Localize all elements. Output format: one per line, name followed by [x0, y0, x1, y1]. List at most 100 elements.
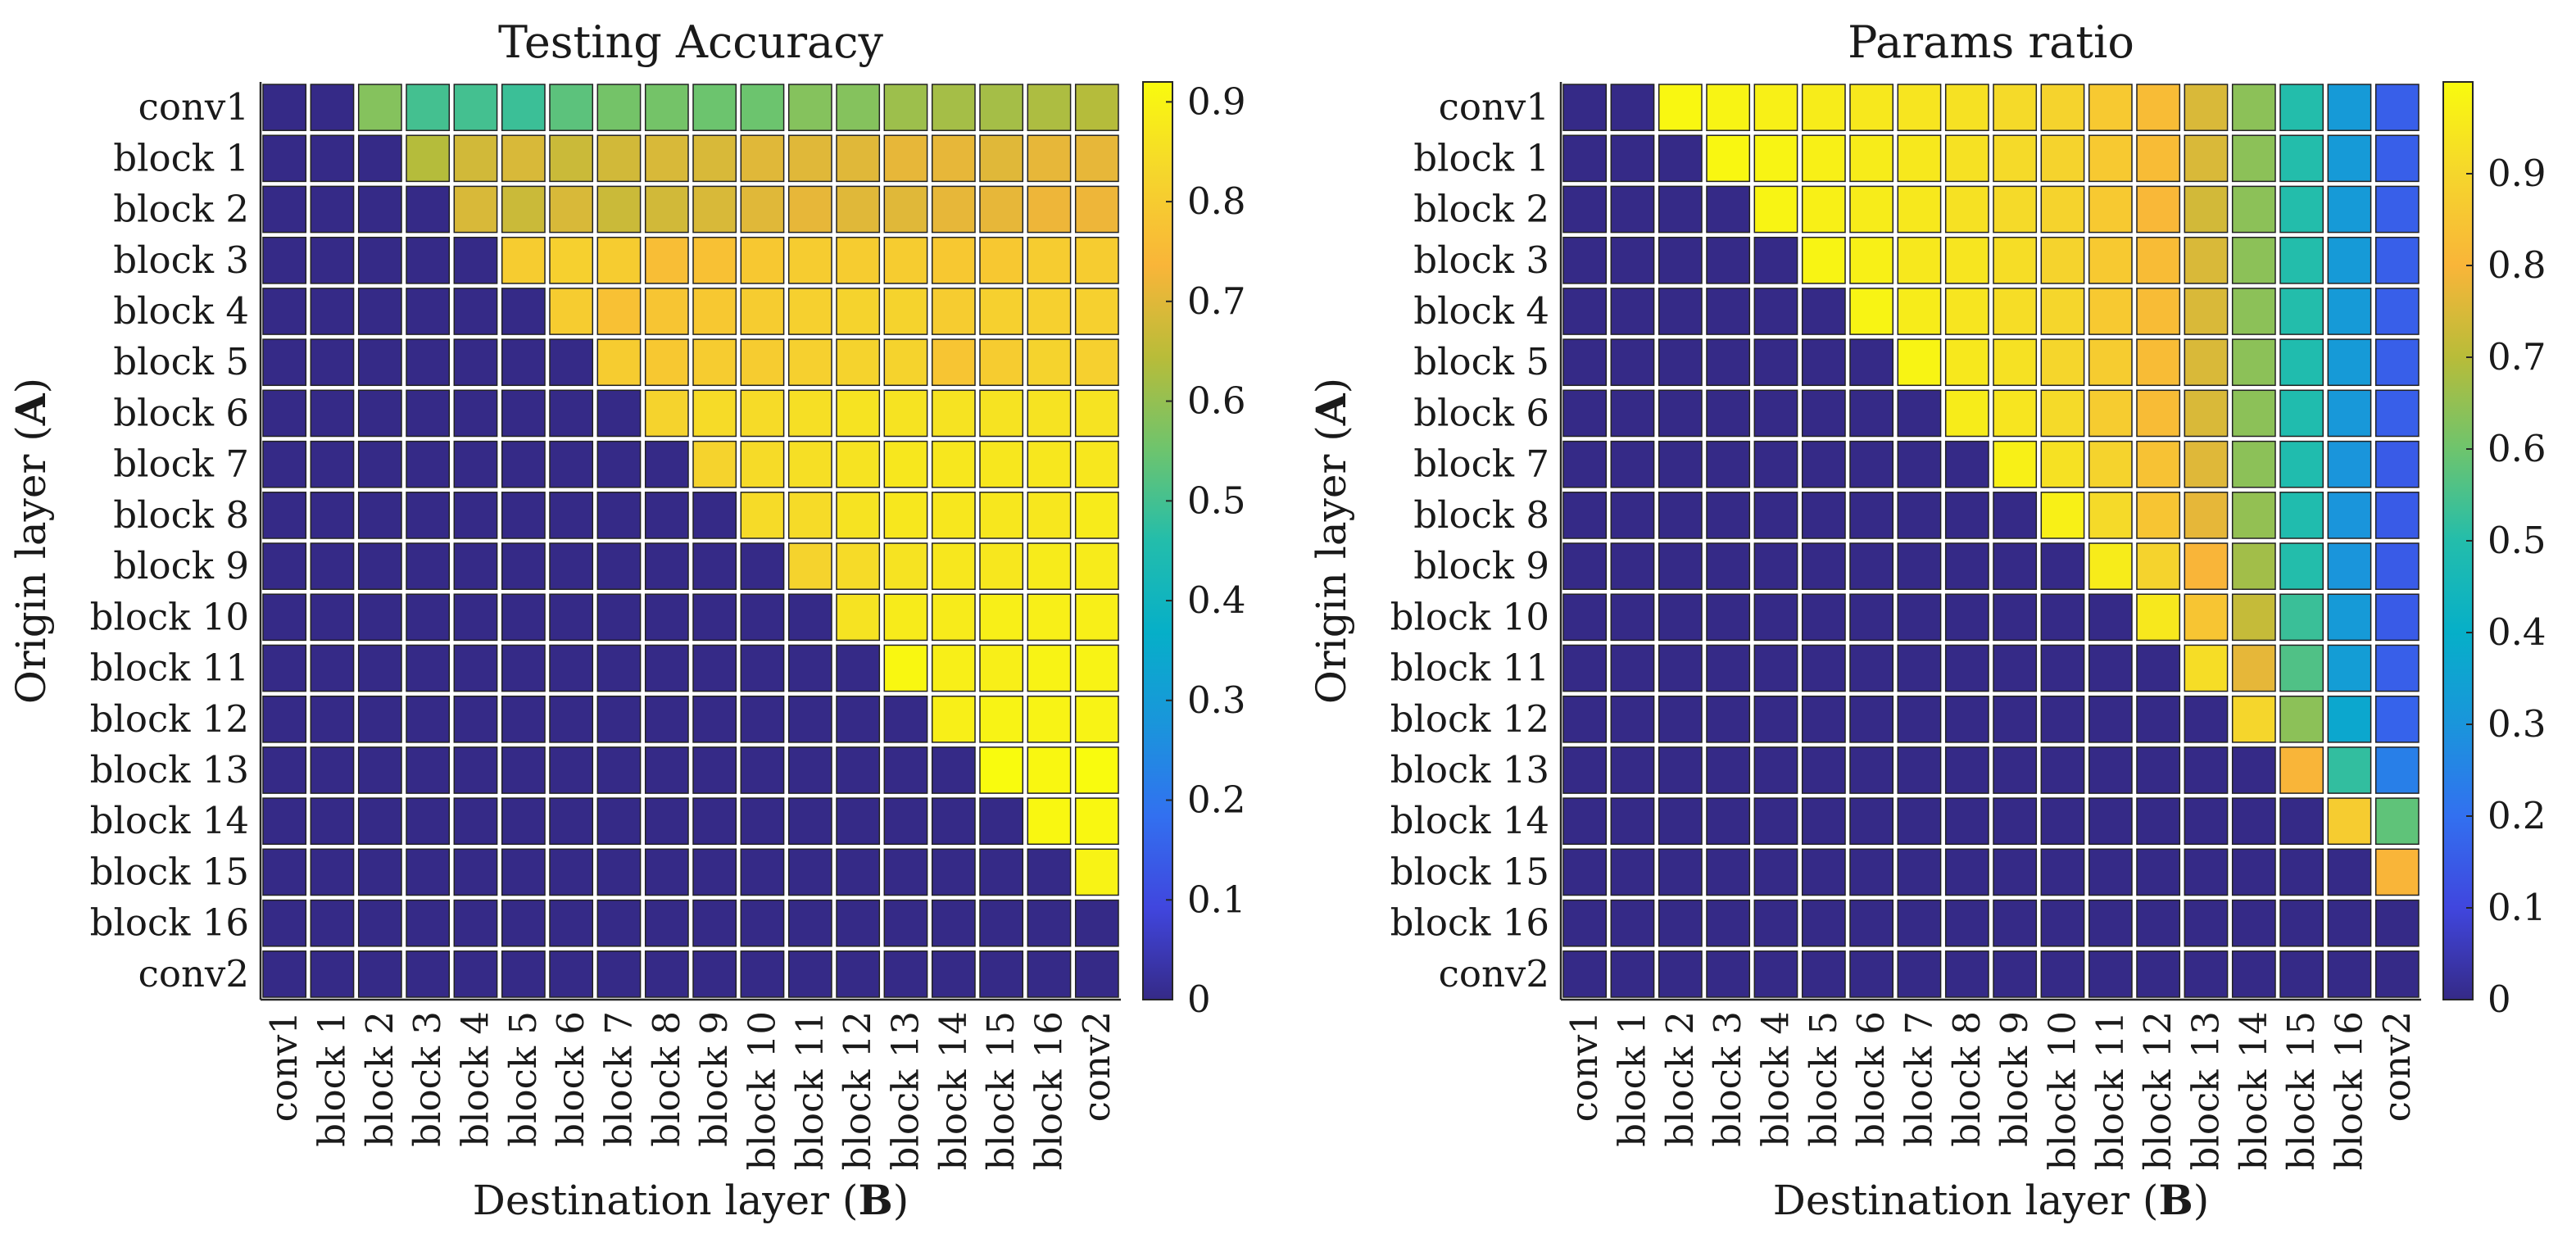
heatmap-cell-params-r12-c6 — [1849, 695, 1894, 743]
heatmap-cell-acc-r14-c3 — [406, 797, 451, 846]
heatmap-cell-params-r1-c11 — [2088, 134, 2133, 183]
heatmap-cell-acc-r17-c12 — [836, 950, 881, 998]
heatmap-cell-acc-r6-c6 — [549, 389, 594, 438]
heatmap-cell-params-r1-c12 — [2136, 134, 2181, 183]
heatmap-cell-params-r8-c0 — [1562, 492, 1608, 539]
heatmap-cell-acc-r8-c4 — [453, 492, 498, 539]
heatmap-cell-acc-r4-c16 — [1027, 288, 1072, 335]
y-tick-label: block 8 — [113, 493, 249, 537]
x-tick-label: conv2 — [2375, 1011, 2419, 1122]
heatmap-cell-acc-r15-c14 — [931, 848, 976, 896]
heatmap-cell-params-r2-c17 — [2374, 185, 2420, 234]
heatmap-cell-acc-r7-c17 — [1074, 440, 1119, 488]
y-tick-label: block 13 — [90, 748, 249, 792]
heatmap-cell-acc-r12-c17 — [1074, 695, 1119, 743]
x-tick-label: block 16 — [2328, 1011, 2371, 1170]
heatmap-cell-acc-r1-c8 — [644, 134, 689, 183]
heatmap-cell-params-r13-c7 — [1897, 746, 1942, 794]
heatmap-cell-acc-r7-c0 — [262, 440, 307, 488]
heatmap-cell-params-r1-c7 — [1897, 134, 1942, 183]
heatmap-cell-acc-r16-c11 — [787, 899, 832, 947]
heatmap-cell-acc-r16-c10 — [740, 899, 785, 947]
heatmap-cell-params-r3-c9 — [1993, 236, 2038, 284]
heatmap-cell-acc-r8-c17 — [1074, 492, 1119, 539]
heatmap-cell-acc-r7-c4 — [453, 440, 498, 488]
heatmap-cell-acc-r7-c1 — [310, 440, 355, 488]
y-tick-label: block 2 — [1413, 188, 1549, 231]
heatmap-cell-params-r5-c17 — [2374, 338, 2420, 387]
heatmap-cell-params-r4-c1 — [1610, 288, 1655, 335]
heatmap-cell-acc-r4-c9 — [692, 288, 737, 335]
heatmap-cell-acc-r5-c1 — [310, 338, 355, 387]
x-axis-label: Destination layer (B) — [473, 1176, 909, 1224]
heatmap-cell-acc-r13-c4 — [453, 746, 498, 794]
heatmap-cell-params-r9-c3 — [1706, 542, 1751, 590]
heatmap-cell-acc-r3-c17 — [1074, 236, 1119, 284]
heatmap-cell-acc-r1-c12 — [836, 134, 881, 183]
heatmap-cell-acc-r5-c12 — [836, 338, 881, 387]
heatmap-cell-params-r9-c17 — [2374, 542, 2420, 590]
heatmap-cell-params-r2-c7 — [1897, 185, 1942, 234]
heatmap-cell-acc-r9-c0 — [262, 542, 307, 590]
colorbar-tick-label: 0 — [2488, 978, 2511, 1021]
heatmap-cell-acc-r2-c1 — [310, 185, 355, 234]
heatmap-cell-acc-r2-c14 — [931, 185, 976, 234]
heatmap-cell-acc-r1-c10 — [740, 134, 785, 183]
heatmap-cell-params-r15-c8 — [1944, 848, 1989, 896]
y-tick-label: block 13 — [1390, 748, 1549, 792]
heatmap-cell-params-r13-c1 — [1610, 746, 1655, 794]
y-tick-label: block 3 — [1413, 238, 1549, 282]
chart-title: Testing Accuracy — [498, 16, 883, 68]
heatmap-cell-params-r12-c1 — [1610, 695, 1655, 743]
heatmap-cell-params-r5-c0 — [1562, 338, 1608, 387]
heatmap-cell-params-r8-c1 — [1610, 492, 1655, 539]
heatmap-cell-acc-r2-c17 — [1074, 185, 1119, 234]
heatmap-cell-params-r8-c17 — [2374, 492, 2420, 539]
heatmap-cell-params-r1-c8 — [1944, 134, 1989, 183]
heatmap-cell-params-r14-c1 — [1610, 797, 1655, 846]
heatmap-cell-acc-r11-c5 — [501, 644, 546, 692]
heatmap-cell-acc-r14-c0 — [262, 797, 307, 846]
heatmap-cell-acc-r15-c11 — [787, 848, 832, 896]
heatmap-cell-acc-r4-c14 — [931, 288, 976, 335]
heatmap-cell-acc-r6-c3 — [406, 389, 451, 438]
heatmap-cell-params-r2-c0 — [1562, 185, 1608, 234]
heatmap-cell-params-r3-c0 — [1562, 236, 1608, 284]
heatmap-cell-acc-r12-c8 — [644, 695, 689, 743]
heatmap-cell-acc-r10-c8 — [644, 593, 689, 642]
heatmap-cell-params-r7-c3 — [1706, 440, 1751, 488]
heatmap-cell-acc-r14-c5 — [501, 797, 546, 846]
heatmap-cell-acc-r0-c12 — [836, 84, 881, 131]
heatmap-cell-acc-r17-c9 — [692, 950, 737, 998]
y-tick-label: block 4 — [113, 289, 249, 333]
heatmap-cell-params-r16-c15 — [2279, 899, 2324, 947]
heatmap-cell-acc-r17-c8 — [644, 950, 689, 998]
heatmap-cell-params-r5-c10 — [2040, 338, 2085, 387]
heatmap-cell-params-r5-c5 — [1801, 338, 1846, 387]
heatmap-cell-params-r15-c17 — [2374, 848, 2420, 896]
x-tick-label: block 4 — [1754, 1011, 1798, 1147]
heatmap-cell-acc-r5-c6 — [549, 338, 594, 387]
heatmap-cell-acc-r11-c11 — [787, 644, 832, 692]
heatmap-cell-acc-r2-c12 — [836, 185, 881, 234]
heatmap-cell-acc-r8-c12 — [836, 492, 881, 539]
heatmap-cell-params-r6-c2 — [1658, 389, 1703, 438]
colorbar-tick-label: 0.2 — [1187, 778, 1246, 822]
heatmap-cell-params-r6-c15 — [2279, 389, 2324, 438]
heatmap-cell-acc-r10-c17 — [1074, 593, 1119, 642]
heatmap-cell-params-r7-c2 — [1658, 440, 1703, 488]
y-tick-label: block 2 — [113, 188, 249, 231]
heatmap-cell-acc-r12-c3 — [406, 695, 451, 743]
x-tick-label: block 14 — [932, 1011, 975, 1170]
heatmap-cell-params-r17-c3 — [1706, 950, 1751, 998]
heatmap-cell-params-r0-c7 — [1897, 84, 1942, 131]
heatmap-cell-params-r1-c3 — [1706, 134, 1751, 183]
heatmap-cell-params-r10-c7 — [1897, 593, 1942, 642]
heatmap-cell-acc-r7-c7 — [596, 440, 642, 488]
heatmap-cell-params-r2-c3 — [1706, 185, 1751, 234]
heatmap-cell-acc-r12-c16 — [1027, 695, 1072, 743]
heatmap-cell-acc-r12-c10 — [740, 695, 785, 743]
heatmap-cell-params-r12-c7 — [1897, 695, 1942, 743]
x-tick-label: block 12 — [836, 1011, 879, 1170]
